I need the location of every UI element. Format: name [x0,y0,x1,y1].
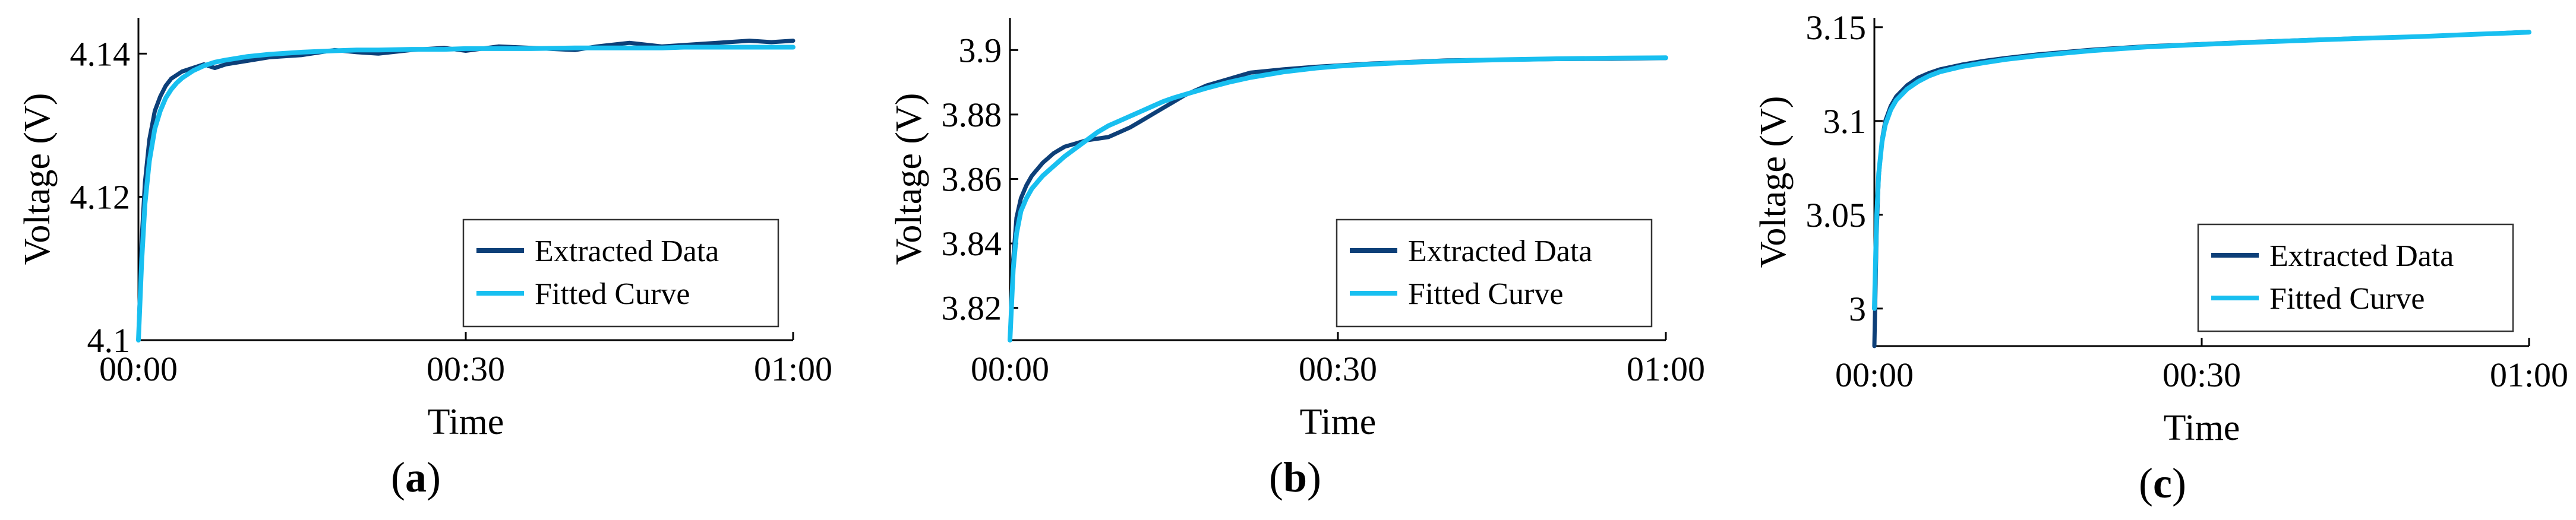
legend-label-extracted: Extracted Data [1408,234,1592,268]
fitted-curve-line [136,45,795,343]
y-tick-label: 3.1 [1823,102,1867,141]
x-tick-label: 00:30 [1299,350,1377,388]
y-tick-label: 4.12 [70,178,131,217]
fitted-curve-line [1872,30,2531,311]
x-tick-label: 00:00 [971,350,1049,388]
y-axis-title: Voltage (V) [17,93,58,265]
x-axis-title: Time [428,402,504,442]
chart-panel-c: 00:00 00:30 01:00 3 3.05 3.1 3.15 Time Voltage (… [1753,8,2568,507]
x-tick-label: 01:00 [2490,356,2568,394]
x-axis-title: Time [1300,402,1377,442]
y-tick-label: 3.82 [942,289,1002,328]
y-tick-label: 3.05 [1806,196,1867,234]
legend-box [2197,223,2514,332]
panel-label-open: ( [2139,459,2153,507]
legend: Extracted Data Fitted Curve [1336,218,1653,328]
x-tick-label: 00:30 [2163,356,2241,394]
y-tick-label: 3.88 [942,96,1002,134]
y-axis-title: Voltage (V) [889,93,929,265]
legend-label-fitted: Fitted Curve [1408,277,1563,311]
y-tick-label: 3.15 [1806,8,1867,47]
panel-label-close: ) [2172,459,2186,507]
panel-label-close: ) [427,454,441,501]
fitted-curve-line [1008,55,1668,343]
panel-label: (b) [1269,454,1321,501]
x-tick-label: 00:00 [1835,356,1914,394]
y-tick-label: 4.14 [70,34,131,73]
legend-box [1336,218,1653,328]
panel-label-letter: c [2153,459,2172,507]
panel-label-letter: b [1283,454,1307,501]
legend-box [462,218,779,328]
y-tick-label: 3.86 [942,160,1002,199]
legend-label-fitted: Fitted Curve [535,277,690,311]
x-tick-label: 00:00 [99,350,178,388]
y-tick-label: 4.1 [87,321,131,360]
x-tick-label: 00:30 [427,350,505,388]
y-tick-label: 3.9 [959,31,1002,69]
x-tick-label: 01:00 [1627,350,1705,388]
x-axis-title: Time [2164,408,2240,448]
panel-label-open: ( [391,454,405,501]
chart-panel-b: 00:00 00:30 01:00 3.82 3.84 3.86 3.88 3.9 Time Vo… [889,18,1705,501]
y-axis-title: Voltage (V) [1753,96,1794,268]
legend: Extracted Data Fitted Curve [2197,223,2514,332]
legend-label-extracted: Extracted Data [2269,239,2454,273]
panel-label-letter: a [405,454,427,501]
y-tick-label: 3 [1849,290,1866,328]
y-tick-label: 3.84 [942,224,1002,263]
panel-label-close: ) [1307,454,1321,501]
x-tick-label: 01:00 [754,350,832,388]
panel-label: (a) [391,454,441,501]
legend: Extracted Data Fitted Curve [462,218,779,328]
panel-label: (c) [2139,459,2186,507]
legend-label-extracted: Extracted Data [535,234,719,268]
legend-label-fitted: Fitted Curve [2269,282,2425,316]
panel-label-open: ( [1269,454,1283,501]
chart-panel-a: 00:00 00:30 01:00 4.1 4.12 4.14 Time Voltage (V… [17,18,832,501]
